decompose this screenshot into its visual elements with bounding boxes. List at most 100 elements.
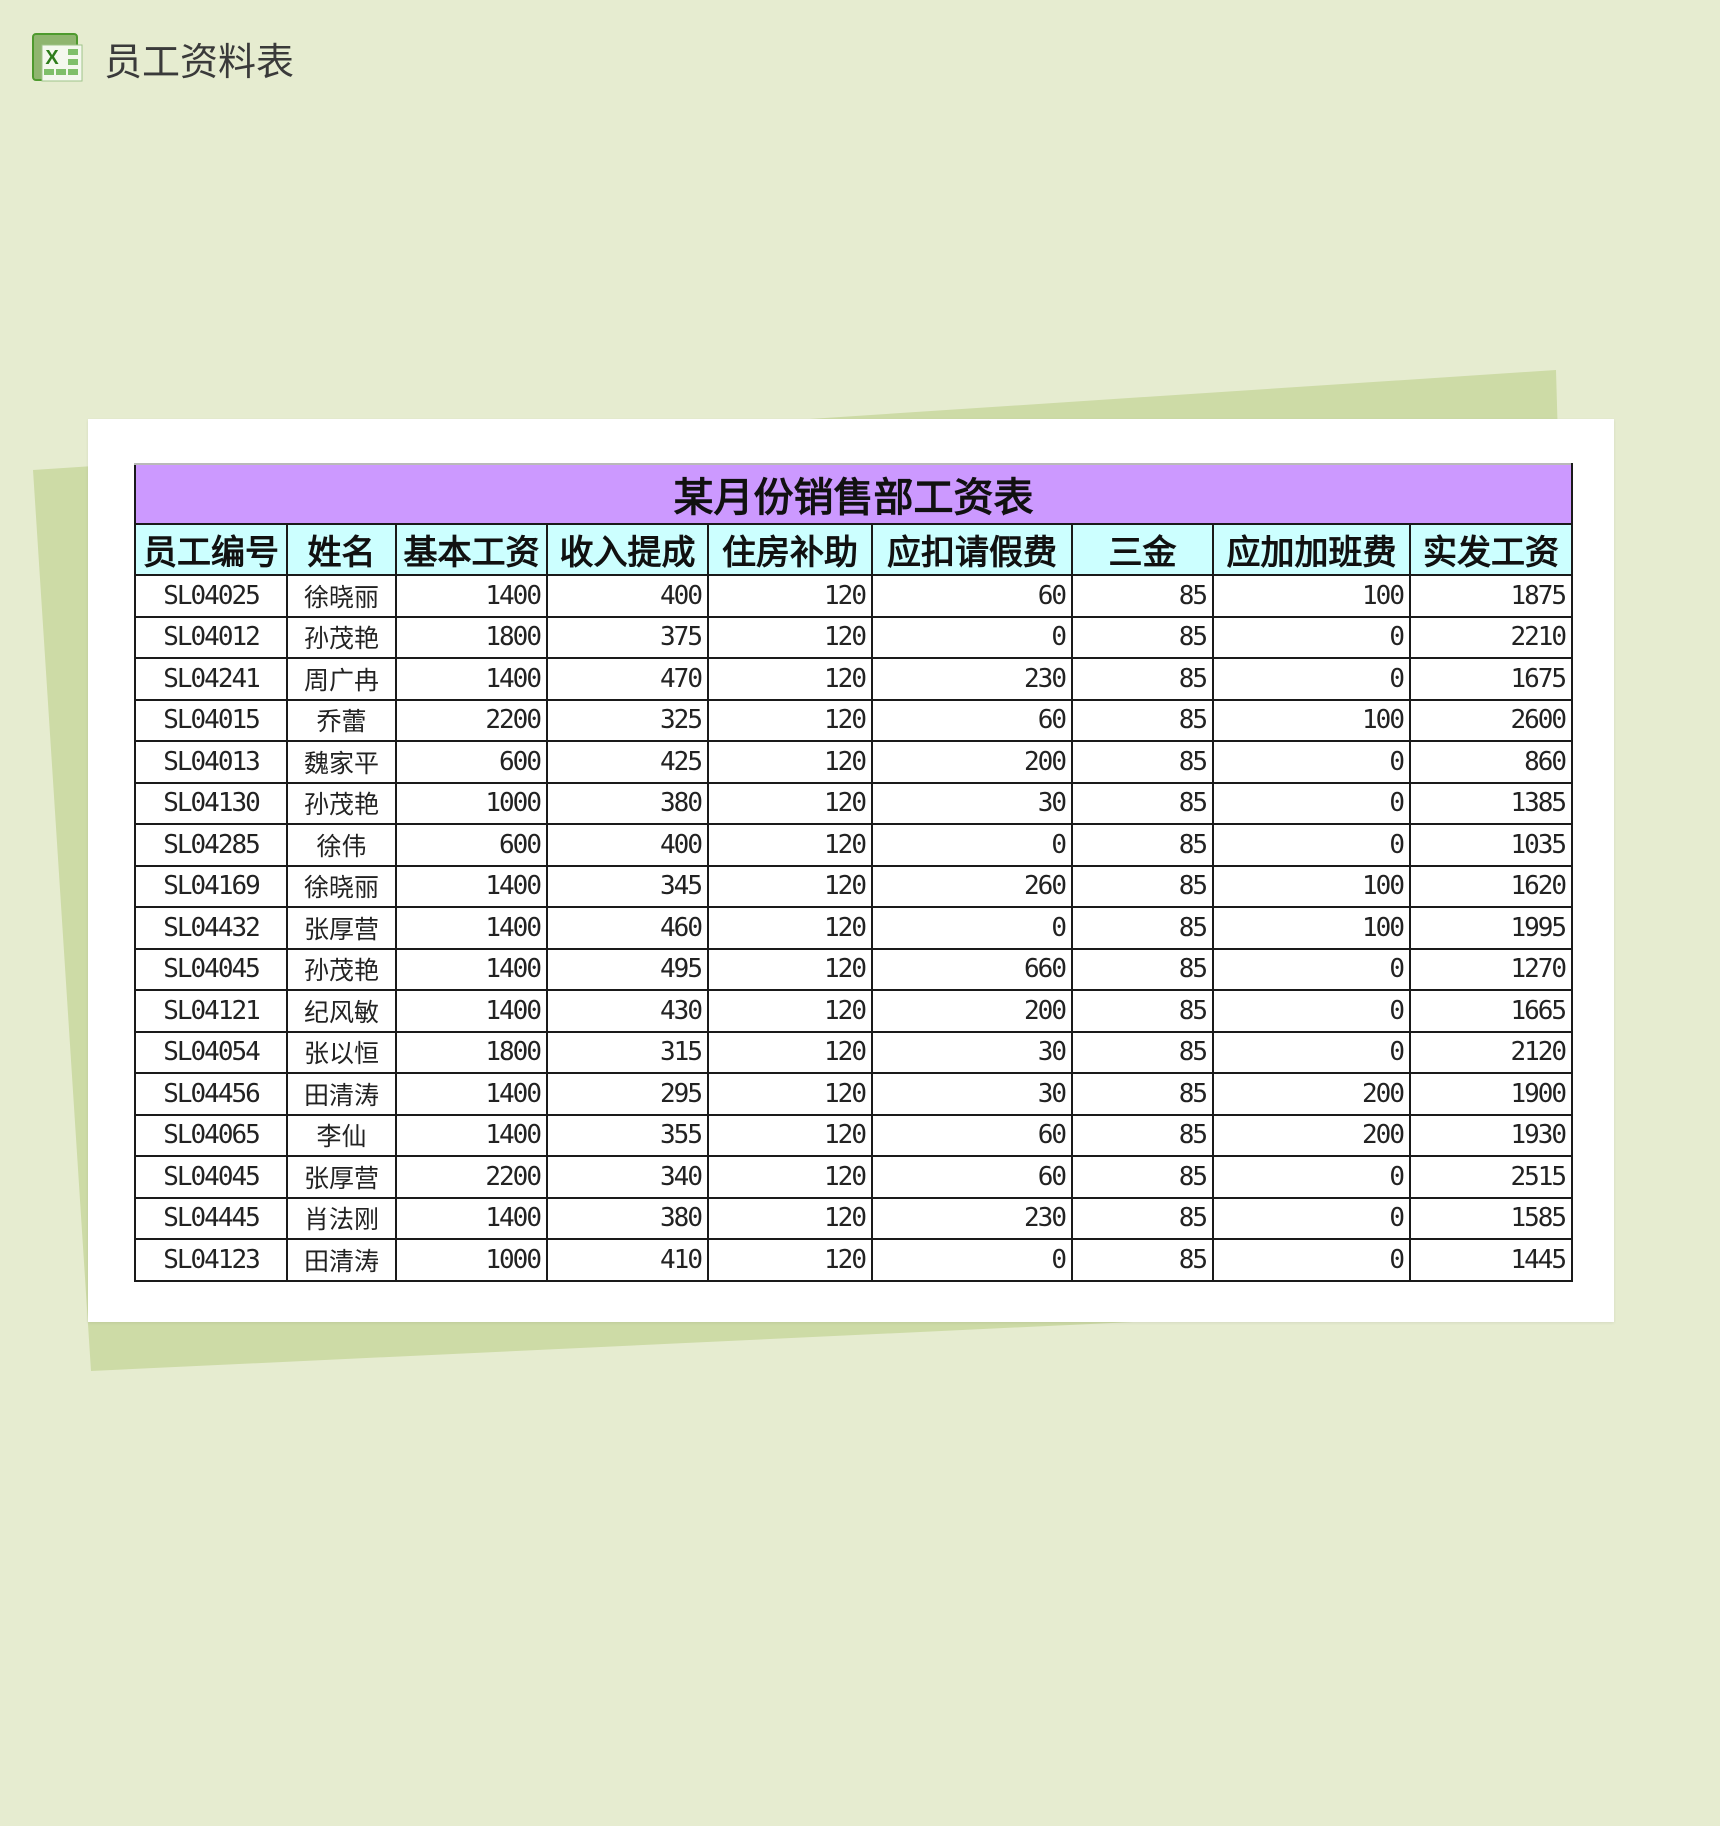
cell-name[interactable]: 孙茂艳: [286, 781, 397, 825]
cell-base-salary[interactable]: 2200: [395, 698, 548, 742]
cell-overtime-pay[interactable]: 0: [1212, 1238, 1411, 1282]
cell-commission[interactable]: 425: [546, 740, 709, 784]
cell-leave-deduction[interactable]: 0: [871, 615, 1073, 659]
cell-base-salary[interactable]: 1400: [395, 1113, 548, 1157]
cell-commission[interactable]: 400: [546, 823, 709, 867]
cell-commission[interactable]: 295: [546, 1072, 709, 1116]
cell-employee-id[interactable]: SL04025: [134, 574, 288, 618]
cell-overtime-pay[interactable]: 0: [1212, 1196, 1411, 1240]
cell-base-salary[interactable]: 600: [395, 823, 548, 867]
cell-housing-allowance[interactable]: 120: [707, 781, 873, 825]
cell-leave-deduction[interactable]: 30: [871, 1030, 1073, 1074]
cell-insurance[interactable]: 85: [1071, 615, 1214, 659]
header-base-salary[interactable]: 基本工资: [395, 523, 548, 576]
cell-base-salary[interactable]: 1400: [395, 1196, 548, 1240]
header-insurance[interactable]: 三金: [1071, 523, 1214, 576]
cell-commission[interactable]: 400: [546, 574, 709, 618]
cell-housing-allowance[interactable]: 120: [707, 615, 873, 659]
cell-insurance[interactable]: 85: [1071, 740, 1214, 784]
cell-net-salary[interactable]: 2210: [1408, 615, 1574, 659]
cell-commission[interactable]: 380: [546, 781, 709, 825]
cell-insurance[interactable]: 85: [1071, 989, 1214, 1033]
header-commission[interactable]: 收入提成: [546, 523, 709, 576]
cell-overtime-pay[interactable]: 0: [1212, 615, 1411, 659]
cell-net-salary[interactable]: 1270: [1408, 947, 1574, 991]
cell-overtime-pay[interactable]: 0: [1212, 1155, 1411, 1199]
cell-base-salary[interactable]: 600: [395, 740, 548, 784]
cell-overtime-pay[interactable]: 100: [1212, 574, 1411, 618]
table-title[interactable]: 某月份销售部工资表: [133, 463, 1574, 525]
cell-overtime-pay[interactable]: 200: [1212, 1072, 1411, 1116]
cell-overtime-pay[interactable]: 0: [1212, 947, 1411, 991]
cell-leave-deduction[interactable]: 60: [871, 698, 1073, 742]
cell-leave-deduction[interactable]: 30: [871, 781, 1073, 825]
cell-employee-id[interactable]: SL04013: [134, 740, 288, 784]
cell-insurance[interactable]: 85: [1071, 574, 1214, 618]
cell-name[interactable]: 田清涛: [286, 1072, 397, 1116]
cell-base-salary[interactable]: 1400: [395, 1072, 548, 1116]
cell-name[interactable]: 纪风敏: [286, 989, 397, 1033]
cell-leave-deduction[interactable]: 60: [871, 1113, 1073, 1157]
cell-name[interactable]: 周广冉: [286, 657, 397, 701]
cell-employee-id[interactable]: SL04169: [134, 864, 288, 908]
cell-insurance[interactable]: 85: [1071, 823, 1214, 867]
cell-net-salary[interactable]: 2600: [1408, 698, 1574, 742]
cell-base-salary[interactable]: 1400: [395, 947, 548, 991]
cell-base-salary[interactable]: 1000: [395, 781, 548, 825]
cell-insurance[interactable]: 85: [1071, 781, 1214, 825]
cell-base-salary[interactable]: 1400: [395, 989, 548, 1033]
cell-overtime-pay[interactable]: 100: [1212, 864, 1411, 908]
cell-employee-id[interactable]: SL04285: [134, 823, 288, 867]
cell-name[interactable]: 徐晓丽: [286, 574, 397, 618]
cell-insurance[interactable]: 85: [1071, 698, 1214, 742]
cell-commission[interactable]: 375: [546, 615, 709, 659]
cell-base-salary[interactable]: 1400: [395, 574, 548, 618]
cell-employee-id[interactable]: SL04130: [134, 781, 288, 825]
cell-base-salary[interactable]: 1800: [395, 1030, 548, 1074]
cell-leave-deduction[interactable]: 200: [871, 989, 1073, 1033]
cell-name[interactable]: 乔蕾: [286, 698, 397, 742]
cell-net-salary[interactable]: 1900: [1408, 1072, 1574, 1116]
cell-housing-allowance[interactable]: 120: [707, 698, 873, 742]
cell-housing-allowance[interactable]: 120: [707, 864, 873, 908]
cell-base-salary[interactable]: 1000: [395, 1238, 548, 1282]
cell-housing-allowance[interactable]: 120: [707, 1238, 873, 1282]
cell-commission[interactable]: 470: [546, 657, 709, 701]
cell-overtime-pay[interactable]: 0: [1212, 823, 1411, 867]
cell-housing-allowance[interactable]: 120: [707, 823, 873, 867]
cell-name[interactable]: 张以恒: [286, 1030, 397, 1074]
cell-name[interactable]: 李仙: [286, 1113, 397, 1157]
cell-employee-id[interactable]: SL04456: [134, 1072, 288, 1116]
cell-leave-deduction[interactable]: 660: [871, 947, 1073, 991]
cell-commission[interactable]: 410: [546, 1238, 709, 1282]
cell-net-salary[interactable]: 2120: [1408, 1030, 1574, 1074]
cell-insurance[interactable]: 85: [1071, 1238, 1214, 1282]
cell-leave-deduction[interactable]: 0: [871, 906, 1073, 950]
cell-employee-id[interactable]: SL04432: [134, 906, 288, 950]
cell-housing-allowance[interactable]: 120: [707, 1155, 873, 1199]
cell-insurance[interactable]: 85: [1071, 1155, 1214, 1199]
cell-net-salary[interactable]: 2515: [1408, 1155, 1574, 1199]
cell-overtime-pay[interactable]: 0: [1212, 657, 1411, 701]
header-housing-allowance[interactable]: 住房补助: [707, 523, 873, 576]
cell-employee-id[interactable]: SL04121: [134, 989, 288, 1033]
cell-commission[interactable]: 325: [546, 698, 709, 742]
cell-employee-id[interactable]: SL04241: [134, 657, 288, 701]
cell-housing-allowance[interactable]: 120: [707, 657, 873, 701]
cell-insurance[interactable]: 85: [1071, 1030, 1214, 1074]
cell-overtime-pay[interactable]: 0: [1212, 1030, 1411, 1074]
cell-net-salary[interactable]: 1995: [1408, 906, 1574, 950]
cell-employee-id[interactable]: SL04012: [134, 615, 288, 659]
cell-employee-id[interactable]: SL04015: [134, 698, 288, 742]
cell-housing-allowance[interactable]: 120: [707, 906, 873, 950]
cell-insurance[interactable]: 85: [1071, 657, 1214, 701]
cell-employee-id[interactable]: SL04445: [134, 1196, 288, 1240]
cell-insurance[interactable]: 85: [1071, 1072, 1214, 1116]
cell-leave-deduction[interactable]: 230: [871, 657, 1073, 701]
cell-commission[interactable]: 430: [546, 989, 709, 1033]
cell-net-salary[interactable]: 1445: [1408, 1238, 1574, 1282]
cell-net-salary[interactable]: 1665: [1408, 989, 1574, 1033]
cell-leave-deduction[interactable]: 60: [871, 1155, 1073, 1199]
cell-net-salary[interactable]: 1620: [1408, 864, 1574, 908]
cell-employee-id[interactable]: SL04045: [134, 947, 288, 991]
